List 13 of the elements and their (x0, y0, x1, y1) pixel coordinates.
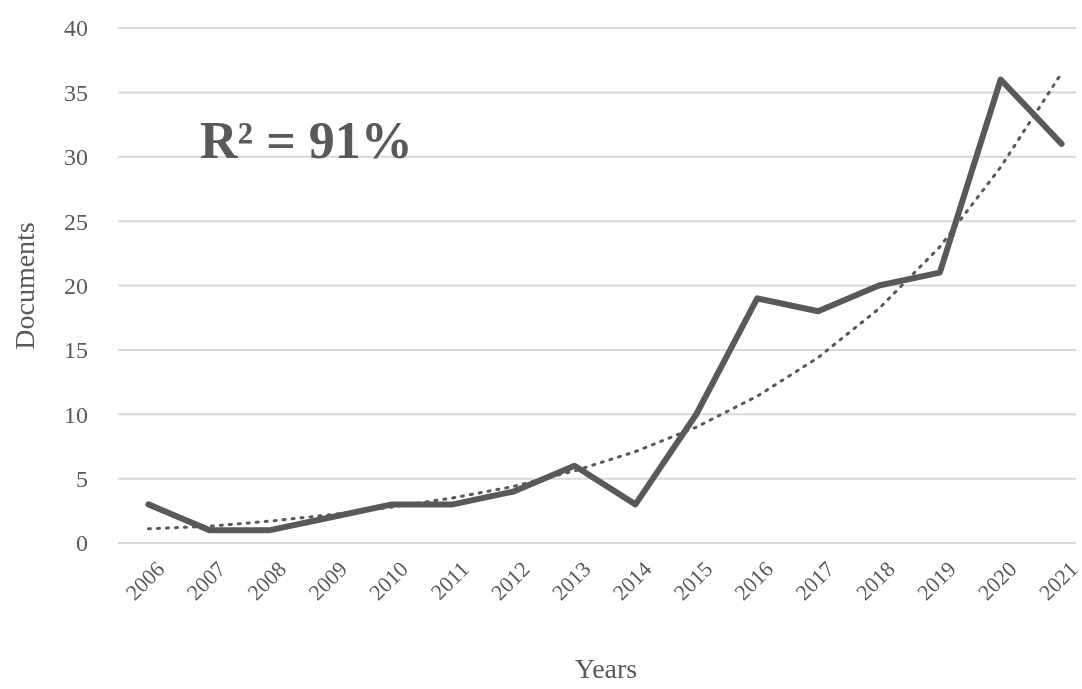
y-tick-label: 5 (76, 466, 88, 493)
x-tick-label: 2011 (425, 556, 474, 605)
y-tick-label: 25 (64, 208, 88, 235)
y-tick-label: 15 (64, 337, 88, 364)
y-tick-label: 20 (64, 272, 88, 299)
y-axis-title: Documents (9, 222, 40, 350)
y-tick-label: 35 (64, 79, 88, 106)
y-tick-label: 10 (64, 401, 88, 428)
y-tick-label: 30 (64, 144, 88, 171)
y-tick-label: 40 (64, 15, 88, 42)
y-tick-label: 0 (76, 530, 88, 557)
annotation: R² = 91% (200, 112, 413, 169)
x-axis-title: Years (574, 653, 638, 684)
